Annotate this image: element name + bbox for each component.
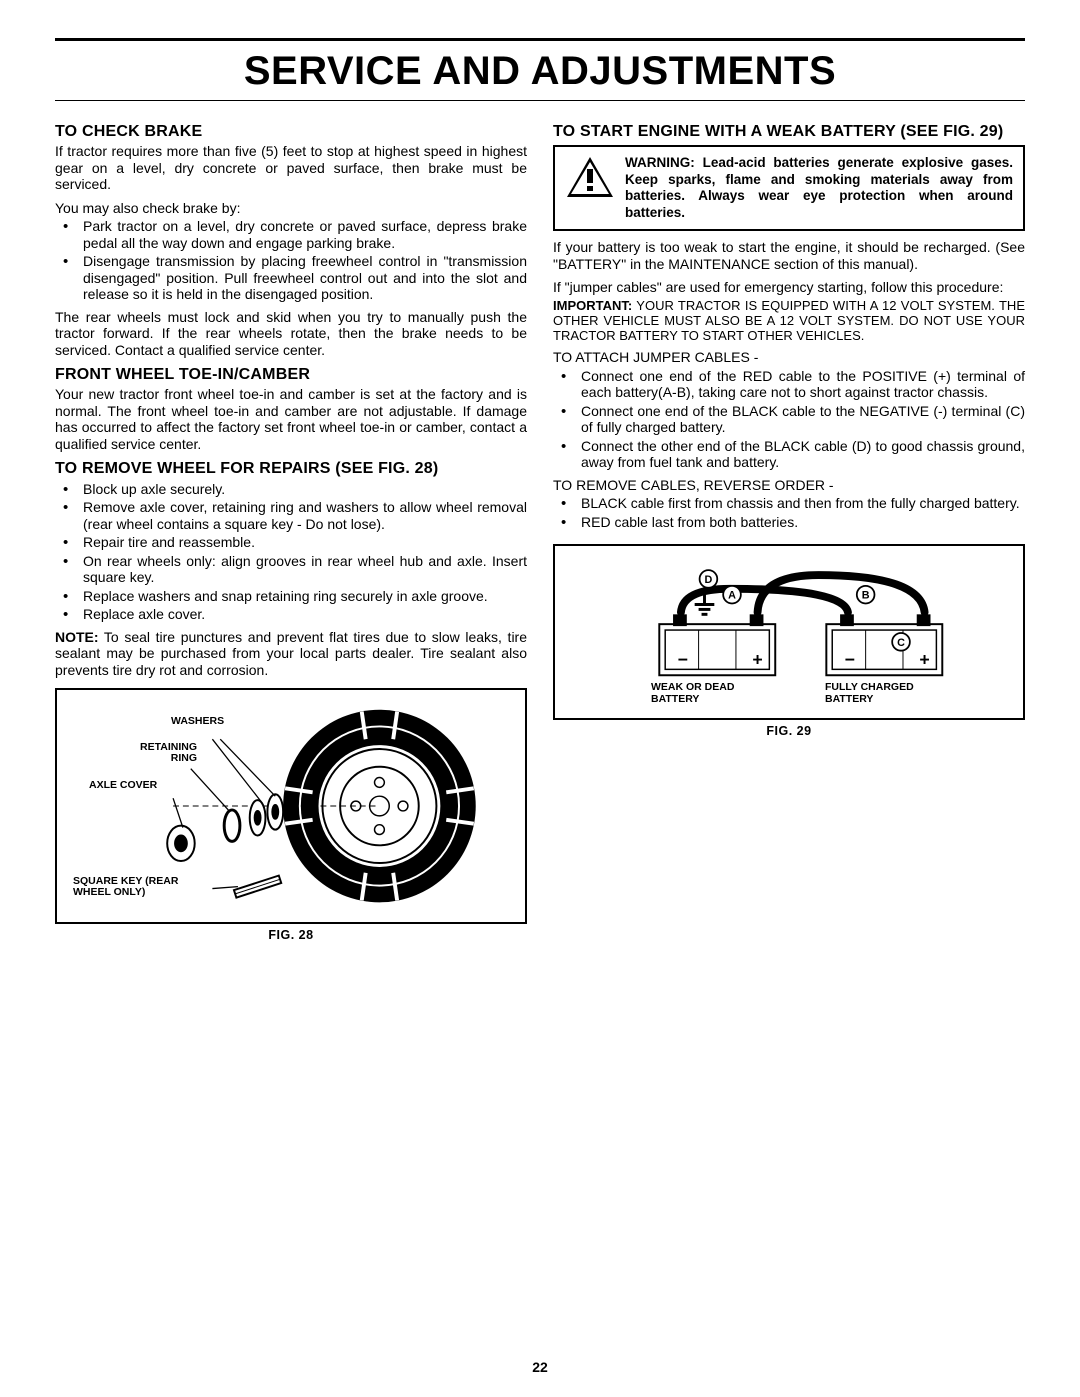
attach-list: Connect one end of the RED cable to the …	[553, 368, 1025, 471]
svg-text:−: −	[845, 650, 855, 670]
figure-29-canvas: − + − +	[563, 554, 1015, 712]
list-item: Block up axle securely.	[55, 481, 527, 498]
list-item: Replace washers and snap retaining ring …	[55, 588, 527, 605]
important-paragraph: IMPORTANT: YOUR TRACTOR IS EQUIPPED WITH…	[553, 298, 1025, 343]
svg-text:B: B	[862, 590, 870, 602]
left-column: TO CHECK BRAKE If tractor requires more …	[55, 115, 527, 942]
svg-text:A: A	[728, 590, 736, 602]
figure-28-box: WASHERS RETAINING RING AXLE COVER SQUARE…	[55, 688, 527, 924]
note-body: To seal tire punctures and prevent flat …	[55, 629, 527, 678]
note-paragraph: NOTE: To seal tire punctures and prevent…	[55, 629, 527, 679]
list-item: Park tractor on a level, dry concrete or…	[55, 218, 527, 251]
svg-text:D: D	[705, 574, 713, 586]
list-item: RED cable last from both batteries.	[553, 514, 1025, 531]
list-item: Connect one end of the RED cable to the …	[553, 368, 1025, 401]
important-lead: IMPORTANT:	[553, 298, 632, 313]
svg-text:+: +	[752, 650, 762, 670]
toe-para-1: Your new tractor front wheel toe-in and …	[55, 386, 527, 452]
list-item: Repair tire and reassemble.	[55, 534, 527, 551]
note-lead: NOTE:	[55, 629, 99, 645]
list-item: Connect the other end of the BLACK cable…	[553, 438, 1025, 471]
heading-toe-in: FRONT WHEEL TOE-IN/CAMBER	[55, 366, 527, 384]
battery-diagram-svg: − + − +	[563, 554, 1015, 712]
brake-para-1: If tractor requires more than five (5) f…	[55, 143, 527, 193]
svg-text:−: −	[678, 650, 688, 670]
label-retaining-ring: RETAINING RING	[125, 742, 197, 764]
figure-28-canvas: WASHERS RETAINING RING AXLE COVER SQUARE…	[65, 698, 517, 916]
page-title: SERVICE AND ADJUSTMENTS	[55, 49, 1025, 94]
rule-under-title	[55, 100, 1025, 101]
label-weak-battery: WEAK OR DEAD BATTERY	[651, 682, 761, 705]
warning-text: WARNING: Lead-acid batteries generate ex…	[625, 155, 1013, 221]
wheel-list: Block up axle securely. Remove axle cove…	[55, 481, 527, 623]
figure-29-box: − + − +	[553, 544, 1025, 720]
list-item: BLACK cable first from chassis and then …	[553, 495, 1025, 512]
page-number: 22	[0, 1359, 1080, 1375]
attach-heading: TO ATTACH JUMPER CABLES -	[553, 349, 1025, 366]
heading-remove-wheel: TO REMOVE WHEEL FOR REPAIRS (See Fig. 28…	[55, 460, 527, 478]
figure-28-caption: FIG. 28	[55, 928, 527, 942]
warning-icon	[565, 155, 615, 221]
figure-29-caption: FIG. 29	[553, 724, 1025, 738]
label-axle-cover: AXLE COVER	[89, 780, 157, 791]
label-square-key: SQUARE KEY (REAR WHEEL ONLY)	[73, 876, 203, 898]
label-washers: WASHERS	[171, 716, 224, 727]
list-item: Disengage transmission by placing freewh…	[55, 253, 527, 303]
list-item: Connect one end of the BLACK cable to th…	[553, 403, 1025, 436]
svg-text:+: +	[919, 650, 929, 670]
brake-list: Park tractor on a level, dry concrete or…	[55, 218, 527, 303]
list-item: On rear wheels only: align grooves in re…	[55, 553, 527, 586]
warning-box: WARNING: Lead-acid batteries generate ex…	[553, 145, 1025, 231]
label-full-battery: FULLY CHARGED BATTERY	[825, 682, 945, 705]
battery-para-2: If "jumper cables" are used for emergenc…	[553, 279, 1025, 296]
remove-heading: TO REMOVE CABLES, REVERSE ORDER -	[553, 477, 1025, 494]
list-item: Replace axle cover.	[55, 606, 527, 623]
warning-lead: WARNING:	[625, 155, 695, 170]
remove-list: BLACK cable first from chassis and then …	[553, 495, 1025, 530]
brake-para-3: The rear wheels must lock and skid when …	[55, 309, 527, 359]
brake-para-2: You may also check brake by:	[55, 200, 527, 217]
heading-start-engine: TO START ENGINE WITH A WEAK BATTERY (See…	[553, 123, 1025, 141]
list-item: Remove axle cover, retaining ring and wa…	[55, 499, 527, 532]
heading-check-brake: TO CHECK BRAKE	[55, 123, 527, 141]
battery-para-1: If your battery is too weak to start the…	[553, 239, 1025, 272]
two-column-layout: TO CHECK BRAKE If tractor requires more …	[55, 115, 1025, 942]
svg-text:C: C	[897, 637, 905, 649]
rule-top	[55, 38, 1025, 41]
right-column: TO START ENGINE WITH A WEAK BATTERY (See…	[553, 115, 1025, 942]
